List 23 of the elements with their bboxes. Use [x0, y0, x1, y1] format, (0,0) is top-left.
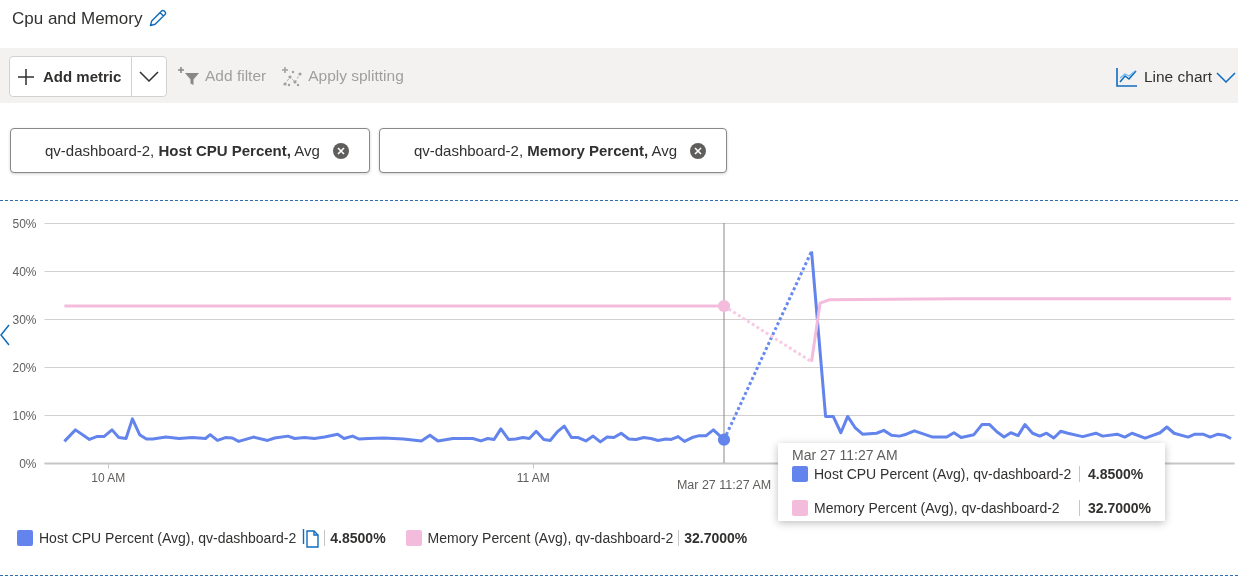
x-tick-label: 10 AM: [91, 470, 126, 485]
chart-title: Cpu and Memory: [12, 8, 143, 30]
metric-pill: qv-dashboard-2, Memory Percent, Avg: [378, 128, 728, 173]
y-tick-label: 50%: [12, 216, 37, 231]
y-tick-label: 40%: [12, 264, 37, 279]
button: Add metric: [9, 56, 168, 97]
ref-line-label: Mar 27 11:27 AM: [676, 478, 772, 492]
text: Host CPU Percent (Avg), qv-dashboard-2: [39, 530, 297, 546]
text: Apply splitting: [308, 67, 404, 85]
text: Memory Percent (Avg), qv-dashboard-2: [427, 530, 674, 546]
y-tick-label: 30%: [12, 312, 37, 327]
y-tick-label: 20%: [12, 360, 37, 375]
y-tick-label: 0%: [19, 456, 37, 471]
x-tick-label: 11 AM: [516, 470, 550, 485]
legend-label: Memory Percent (Avg), qv-dashboard-2: [814, 500, 1061, 516]
metric-pill: qv-dashboard-2, Host CPU Percent, Avg: [10, 128, 370, 173]
text: Add filter: [205, 67, 267, 85]
text: 32.7000%: [684, 530, 748, 546]
tooltip: Mar 27 11:27 AM Host CPU Percent (Avg), qv-dashboard-2 4.8500% Memory Percent (Avg), qv-dashboard-2 32.7000%: [778, 443, 1166, 521]
legend-label: Host CPU Percent (Avg), qv-dashboard-2: [814, 466, 1072, 482]
text: Line chart: [1143, 68, 1212, 86]
text: 4.8500%: [330, 530, 386, 546]
y-tick-label: 10%: [12, 408, 37, 423]
